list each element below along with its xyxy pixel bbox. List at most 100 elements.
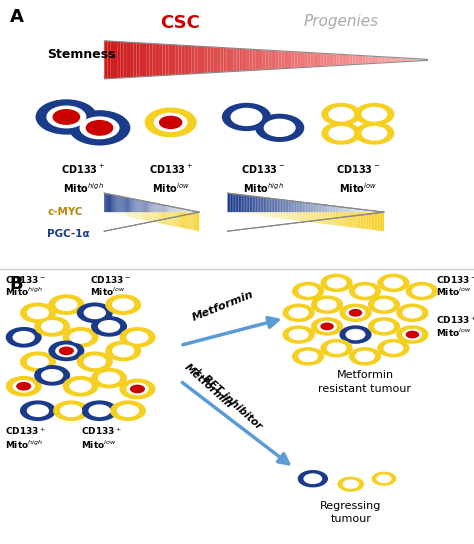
- Polygon shape: [318, 212, 320, 224]
- Polygon shape: [388, 58, 391, 62]
- Polygon shape: [251, 196, 253, 212]
- Polygon shape: [168, 212, 169, 225]
- Polygon shape: [204, 47, 208, 73]
- Polygon shape: [296, 212, 298, 221]
- Polygon shape: [104, 41, 108, 79]
- Polygon shape: [153, 44, 156, 76]
- Polygon shape: [301, 212, 302, 221]
- Polygon shape: [313, 212, 315, 223]
- Polygon shape: [302, 212, 304, 221]
- Polygon shape: [304, 53, 307, 67]
- Circle shape: [12, 380, 35, 393]
- Circle shape: [130, 385, 145, 393]
- Circle shape: [98, 372, 120, 385]
- Polygon shape: [321, 212, 323, 224]
- Polygon shape: [232, 194, 234, 212]
- Circle shape: [346, 307, 365, 319]
- Polygon shape: [146, 212, 147, 221]
- Circle shape: [83, 306, 106, 319]
- Circle shape: [69, 110, 130, 146]
- Polygon shape: [160, 205, 161, 212]
- Polygon shape: [285, 212, 287, 219]
- Polygon shape: [135, 199, 136, 212]
- Polygon shape: [281, 200, 282, 212]
- Polygon shape: [307, 212, 309, 222]
- Polygon shape: [185, 212, 186, 228]
- Polygon shape: [106, 212, 107, 213]
- Text: Mito$^{low}$: Mito$^{low}$: [81, 438, 116, 451]
- Circle shape: [298, 470, 328, 487]
- Polygon shape: [174, 212, 175, 226]
- Circle shape: [69, 331, 92, 344]
- Polygon shape: [119, 196, 120, 212]
- Circle shape: [34, 365, 70, 386]
- Polygon shape: [356, 212, 357, 228]
- Polygon shape: [185, 209, 186, 212]
- Circle shape: [283, 325, 315, 344]
- Polygon shape: [307, 53, 310, 67]
- Polygon shape: [248, 196, 249, 212]
- Polygon shape: [150, 212, 151, 221]
- Polygon shape: [312, 203, 313, 212]
- Circle shape: [311, 295, 343, 314]
- Polygon shape: [414, 59, 417, 60]
- Polygon shape: [359, 209, 360, 212]
- Polygon shape: [323, 54, 327, 66]
- Polygon shape: [131, 212, 132, 218]
- Polygon shape: [108, 194, 109, 212]
- Circle shape: [320, 339, 353, 357]
- Polygon shape: [111, 194, 112, 212]
- Circle shape: [36, 100, 97, 135]
- Polygon shape: [278, 212, 279, 219]
- Circle shape: [80, 116, 119, 139]
- Polygon shape: [334, 206, 336, 212]
- Polygon shape: [407, 59, 410, 61]
- Polygon shape: [259, 197, 260, 212]
- Text: CD133$^+$: CD133$^+$: [436, 314, 474, 326]
- Polygon shape: [382, 57, 385, 63]
- Polygon shape: [155, 203, 156, 212]
- Polygon shape: [235, 212, 237, 213]
- Polygon shape: [125, 197, 126, 212]
- Polygon shape: [317, 53, 320, 66]
- Text: B: B: [9, 275, 23, 293]
- Polygon shape: [147, 202, 148, 212]
- Polygon shape: [398, 58, 401, 61]
- Circle shape: [406, 331, 419, 338]
- Polygon shape: [240, 212, 242, 214]
- Polygon shape: [295, 212, 296, 220]
- Polygon shape: [116, 212, 117, 215]
- Polygon shape: [357, 212, 359, 228]
- Polygon shape: [197, 212, 198, 231]
- Polygon shape: [357, 209, 359, 212]
- Text: PGC-1α: PGC-1α: [47, 229, 90, 239]
- Polygon shape: [364, 209, 365, 212]
- Polygon shape: [300, 202, 301, 212]
- Circle shape: [327, 277, 346, 289]
- Polygon shape: [110, 212, 111, 213]
- Polygon shape: [349, 55, 353, 64]
- Polygon shape: [260, 197, 262, 212]
- Circle shape: [20, 351, 56, 372]
- Text: CD133$^+$: CD133$^+$: [61, 163, 105, 176]
- Polygon shape: [346, 55, 349, 65]
- Polygon shape: [276, 212, 278, 218]
- Polygon shape: [310, 203, 312, 212]
- Polygon shape: [278, 199, 279, 212]
- Polygon shape: [114, 212, 115, 214]
- Polygon shape: [195, 212, 196, 231]
- Polygon shape: [329, 212, 331, 225]
- Circle shape: [396, 325, 428, 344]
- Polygon shape: [242, 212, 243, 214]
- Polygon shape: [251, 212, 253, 215]
- Circle shape: [59, 347, 74, 355]
- Polygon shape: [284, 212, 285, 219]
- Polygon shape: [172, 207, 173, 212]
- Polygon shape: [295, 201, 296, 212]
- Polygon shape: [176, 208, 177, 212]
- Circle shape: [63, 376, 99, 397]
- Polygon shape: [369, 57, 372, 63]
- Polygon shape: [125, 212, 126, 217]
- Polygon shape: [149, 202, 150, 212]
- Polygon shape: [279, 200, 281, 212]
